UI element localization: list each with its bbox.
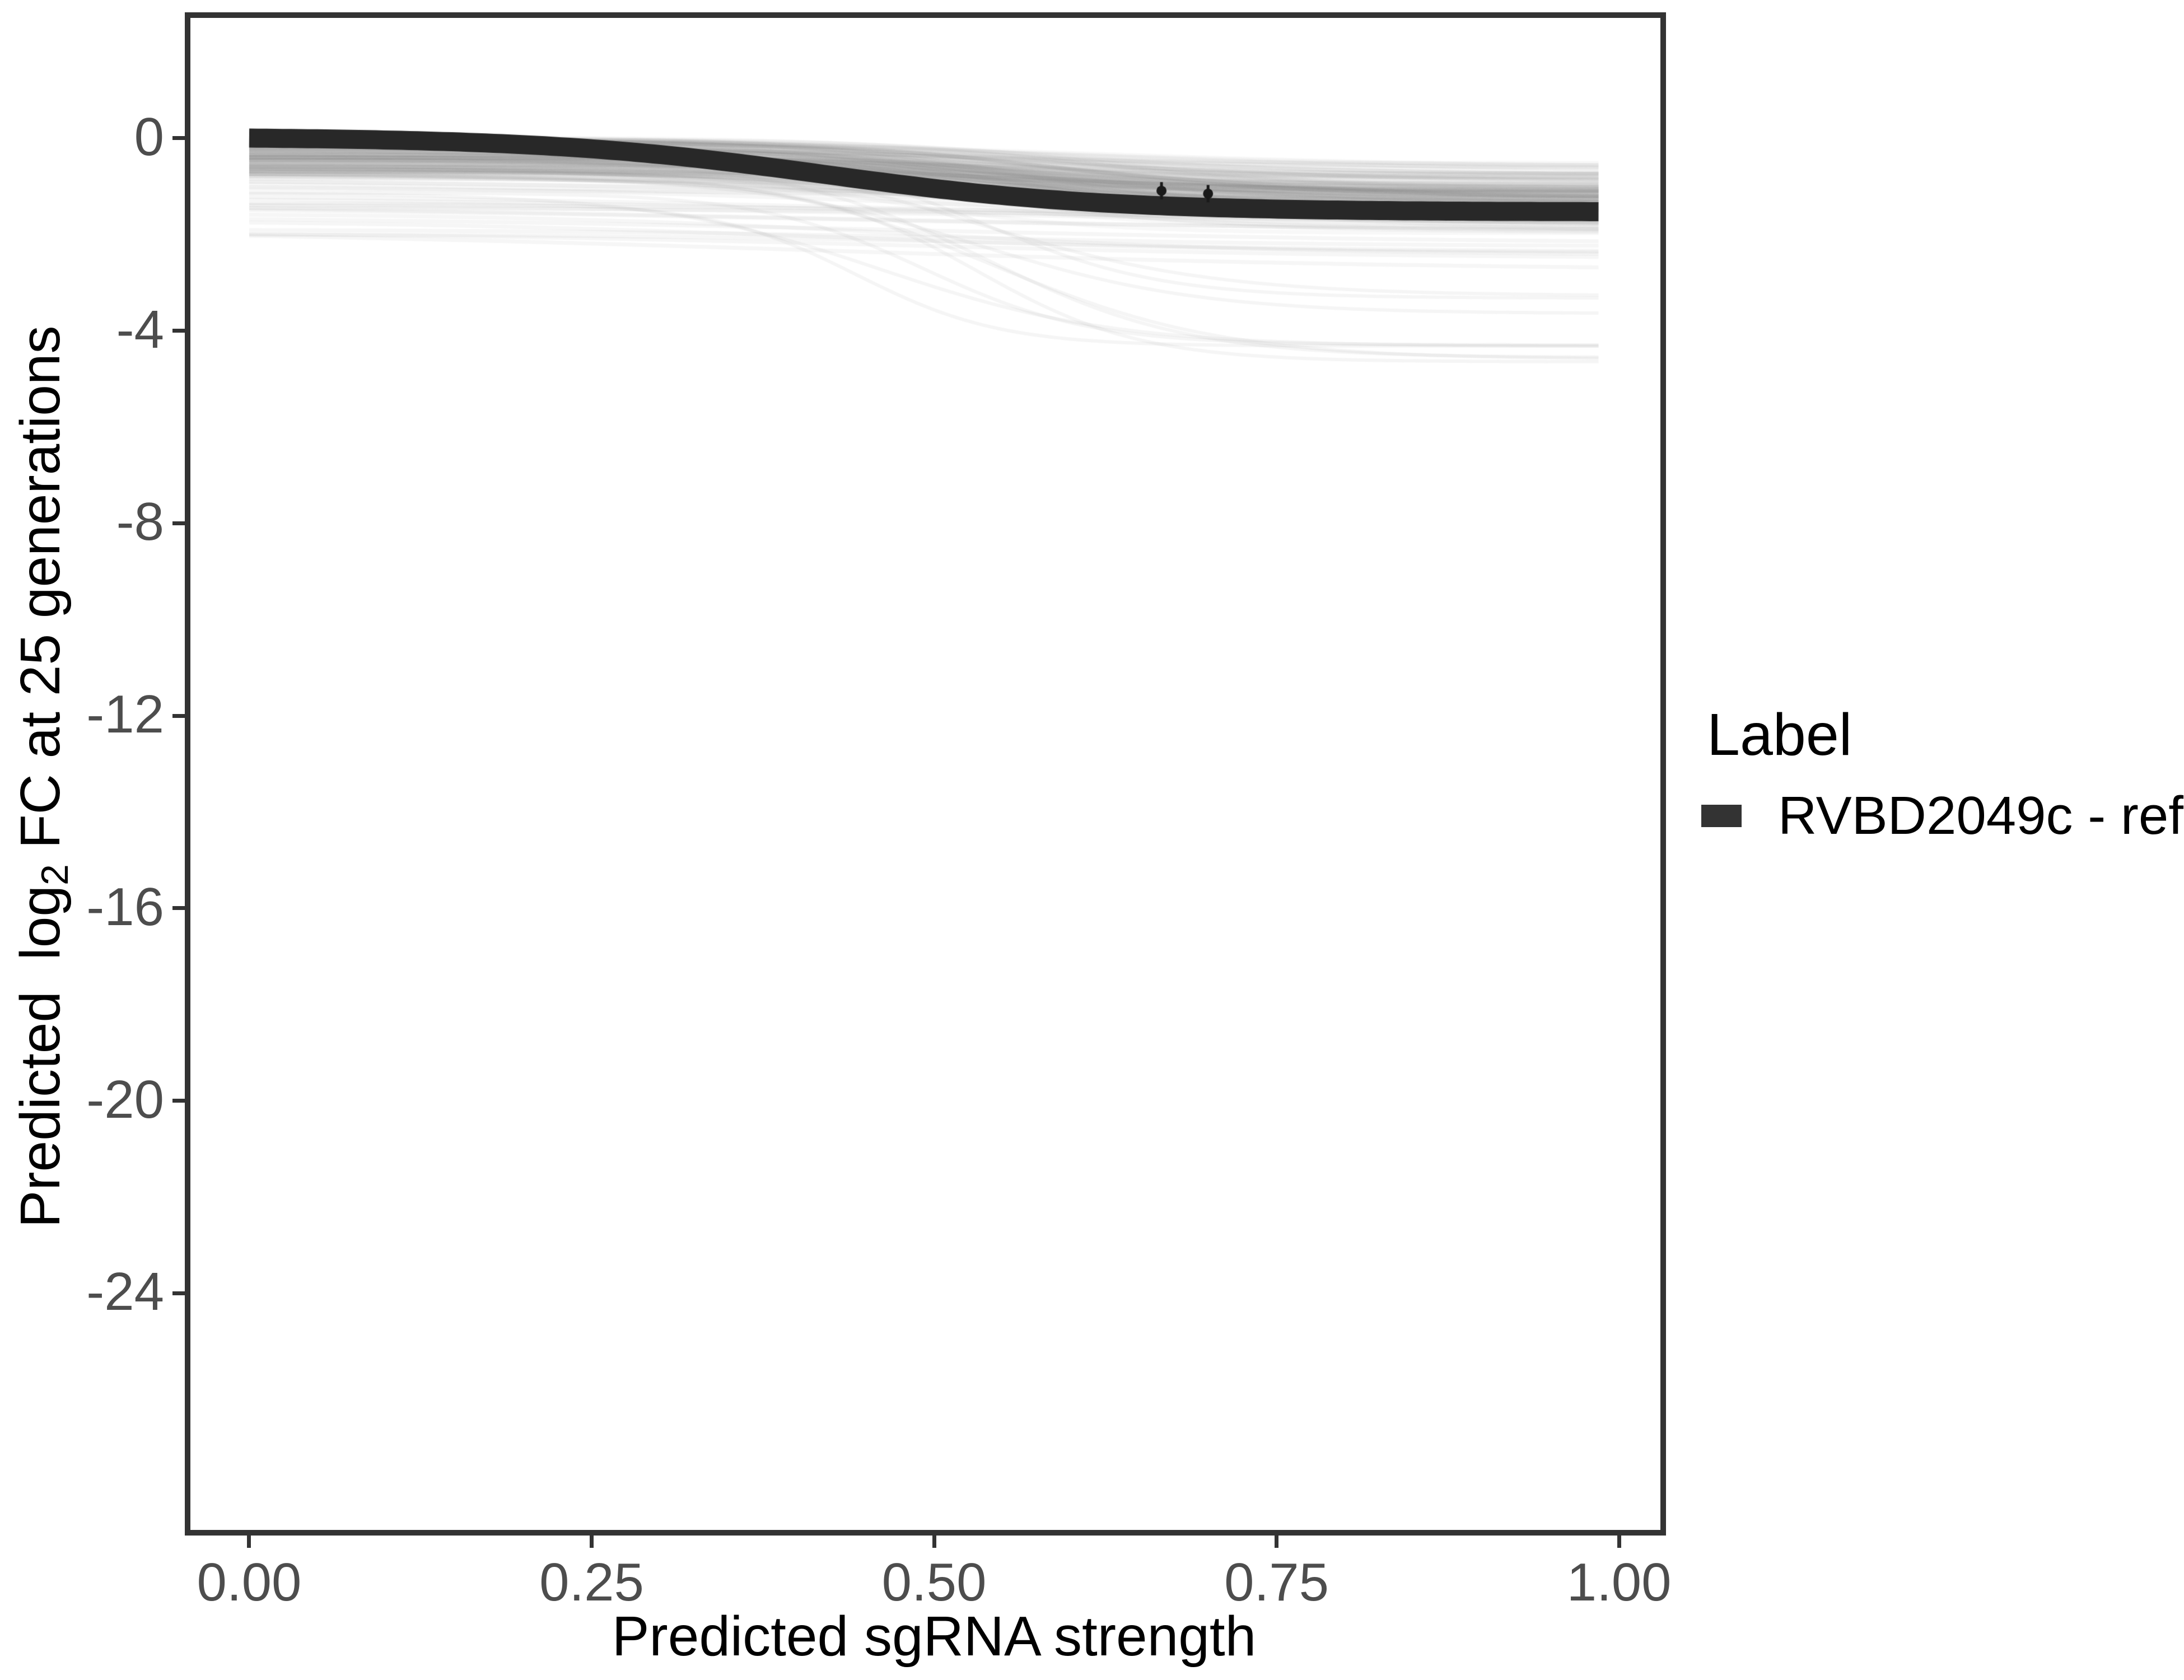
y-tick-mark (172, 1099, 185, 1103)
plot-panel (185, 12, 1666, 1536)
y-axis-title-post: FC at 25 generations (9, 325, 72, 865)
y-tick-label: -12 (86, 684, 164, 745)
y-tick-mark (172, 1291, 185, 1295)
x-tick-mark (1275, 1536, 1279, 1548)
y-tick-label: -8 (116, 492, 164, 552)
x-tick-mark (589, 1536, 594, 1548)
y-tick-label: -20 (86, 1069, 164, 1130)
y-tick-label: -24 (86, 1262, 164, 1322)
x-tick-label: 0.25 (539, 1552, 644, 1612)
y-tick-mark (172, 521, 185, 525)
legend-item-label: RVBD2049c - ref (1778, 786, 2183, 846)
y-tick-mark (172, 329, 185, 333)
y-axis-title-subscript: 2 (33, 864, 76, 886)
legend-title: Label (1707, 702, 1852, 768)
y-tick-mark (172, 713, 185, 718)
x-tick-mark (247, 1536, 251, 1548)
x-tick-mark (932, 1536, 936, 1548)
x-tick-label: 1.00 (1566, 1552, 1672, 1612)
y-axis-title-pre: Predicted log (9, 885, 72, 1228)
legend-key-swatch (1701, 805, 1742, 827)
x-tick-mark (1617, 1536, 1621, 1548)
y-axis-title: Predicted log2 FC at 25 generations (9, 326, 76, 1228)
y-tick-label: -16 (86, 876, 164, 937)
x-tick-label: 0.75 (1224, 1552, 1329, 1612)
y-tick-label: -4 (116, 299, 164, 360)
x-tick-label: 0.00 (197, 1552, 302, 1612)
y-tick-mark (172, 136, 185, 141)
x-tick-label: 0.50 (881, 1552, 987, 1612)
x-axis-title: Predicted sgRNA strength (612, 1605, 1257, 1668)
y-tick-mark (172, 906, 185, 911)
y-tick-label: 0 (134, 107, 164, 167)
